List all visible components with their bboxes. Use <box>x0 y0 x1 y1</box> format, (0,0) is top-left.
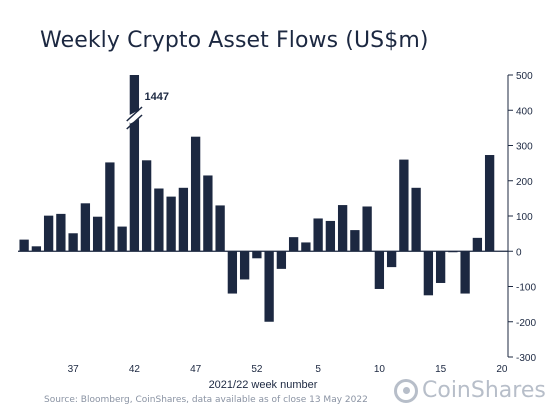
bar-week-33 <box>19 239 29 252</box>
bar-week-16 <box>448 251 458 253</box>
bar-week-44 <box>154 188 164 252</box>
x-tick-label: 5 <box>315 364 321 375</box>
bar-week-47 <box>190 136 201 252</box>
bar-week-52 <box>252 251 262 259</box>
bar-week-51 <box>239 251 250 280</box>
bar-week-13 <box>411 187 421 252</box>
x-tick-label: 47 <box>190 364 202 375</box>
bar-week-35 <box>43 215 54 252</box>
bar-week-18 <box>472 237 483 252</box>
y-tick-label: 0 <box>516 247 522 258</box>
x-axis-title: 2021/22 week number <box>209 379 318 391</box>
y-tick-label: -300 <box>516 353 536 364</box>
bar-week-49 <box>215 205 225 252</box>
coinshares-logo-icon <box>394 378 418 403</box>
bar-week-14 <box>423 251 434 296</box>
bar-week-46 <box>178 187 189 252</box>
bar-week-12 <box>399 159 409 252</box>
bar-week-43 <box>141 160 152 252</box>
bar-week-38 <box>80 203 91 252</box>
x-tick-label: 20 <box>496 364 508 375</box>
y-tick-label: -100 <box>516 283 536 294</box>
bar-week-8 <box>350 230 360 252</box>
bar-week-6 <box>325 220 336 252</box>
coinshares-logo: CoinShares <box>394 378 546 403</box>
axis-break-gap <box>126 110 143 124</box>
bar-week-37 <box>68 233 78 252</box>
bar-week-41 <box>117 226 127 252</box>
bar-week-36 <box>56 213 66 252</box>
x-tick-label: 37 <box>68 364 80 375</box>
bar-week-48 <box>203 175 213 252</box>
y-tick-label: -200 <box>516 318 536 329</box>
bar-week-39 <box>92 216 103 252</box>
bar-week-45 <box>166 196 176 252</box>
bar-week-50 <box>227 251 238 294</box>
x-tick-label: 10 <box>374 364 386 375</box>
bar-week-42 <box>129 75 140 252</box>
bar-week-10 <box>374 251 385 289</box>
bar-week-15 <box>435 251 446 283</box>
y-tick-label: 200 <box>516 177 533 188</box>
bar-week-19 <box>484 155 495 252</box>
bar-week-5 <box>313 218 323 252</box>
y-tick-label: 500 <box>516 71 533 82</box>
brand-name: CoinShares <box>422 378 546 403</box>
bar-week-34 <box>31 246 42 252</box>
bar-week-3 <box>288 237 299 252</box>
bar-week-9 <box>362 206 372 252</box>
y-tick-label: 100 <box>516 212 533 223</box>
bar-week-1 <box>264 251 274 322</box>
x-tick-label: 42 <box>129 364 141 375</box>
bar-week-2 <box>276 251 287 269</box>
bar-week-11 <box>386 251 397 268</box>
x-tick-label: 52 <box>251 364 263 375</box>
source-note: Source: Bloomberg, CoinShares, data avai… <box>44 395 368 405</box>
bar-week-7 <box>337 205 348 252</box>
annotation-label: 1447 <box>145 91 169 103</box>
y-tick-label: 400 <box>516 106 533 117</box>
bar-week-4 <box>301 242 311 252</box>
bar-week-40 <box>105 162 115 252</box>
x-tick-label: 15 <box>435 364 447 375</box>
axis-break-mark <box>126 114 143 130</box>
y-tick-label: 300 <box>516 142 533 153</box>
chart-title: Weekly Crypto Asset Flows (US$m) <box>40 28 429 53</box>
bar-week-17 <box>460 251 470 294</box>
axis-break-mark <box>126 106 143 122</box>
